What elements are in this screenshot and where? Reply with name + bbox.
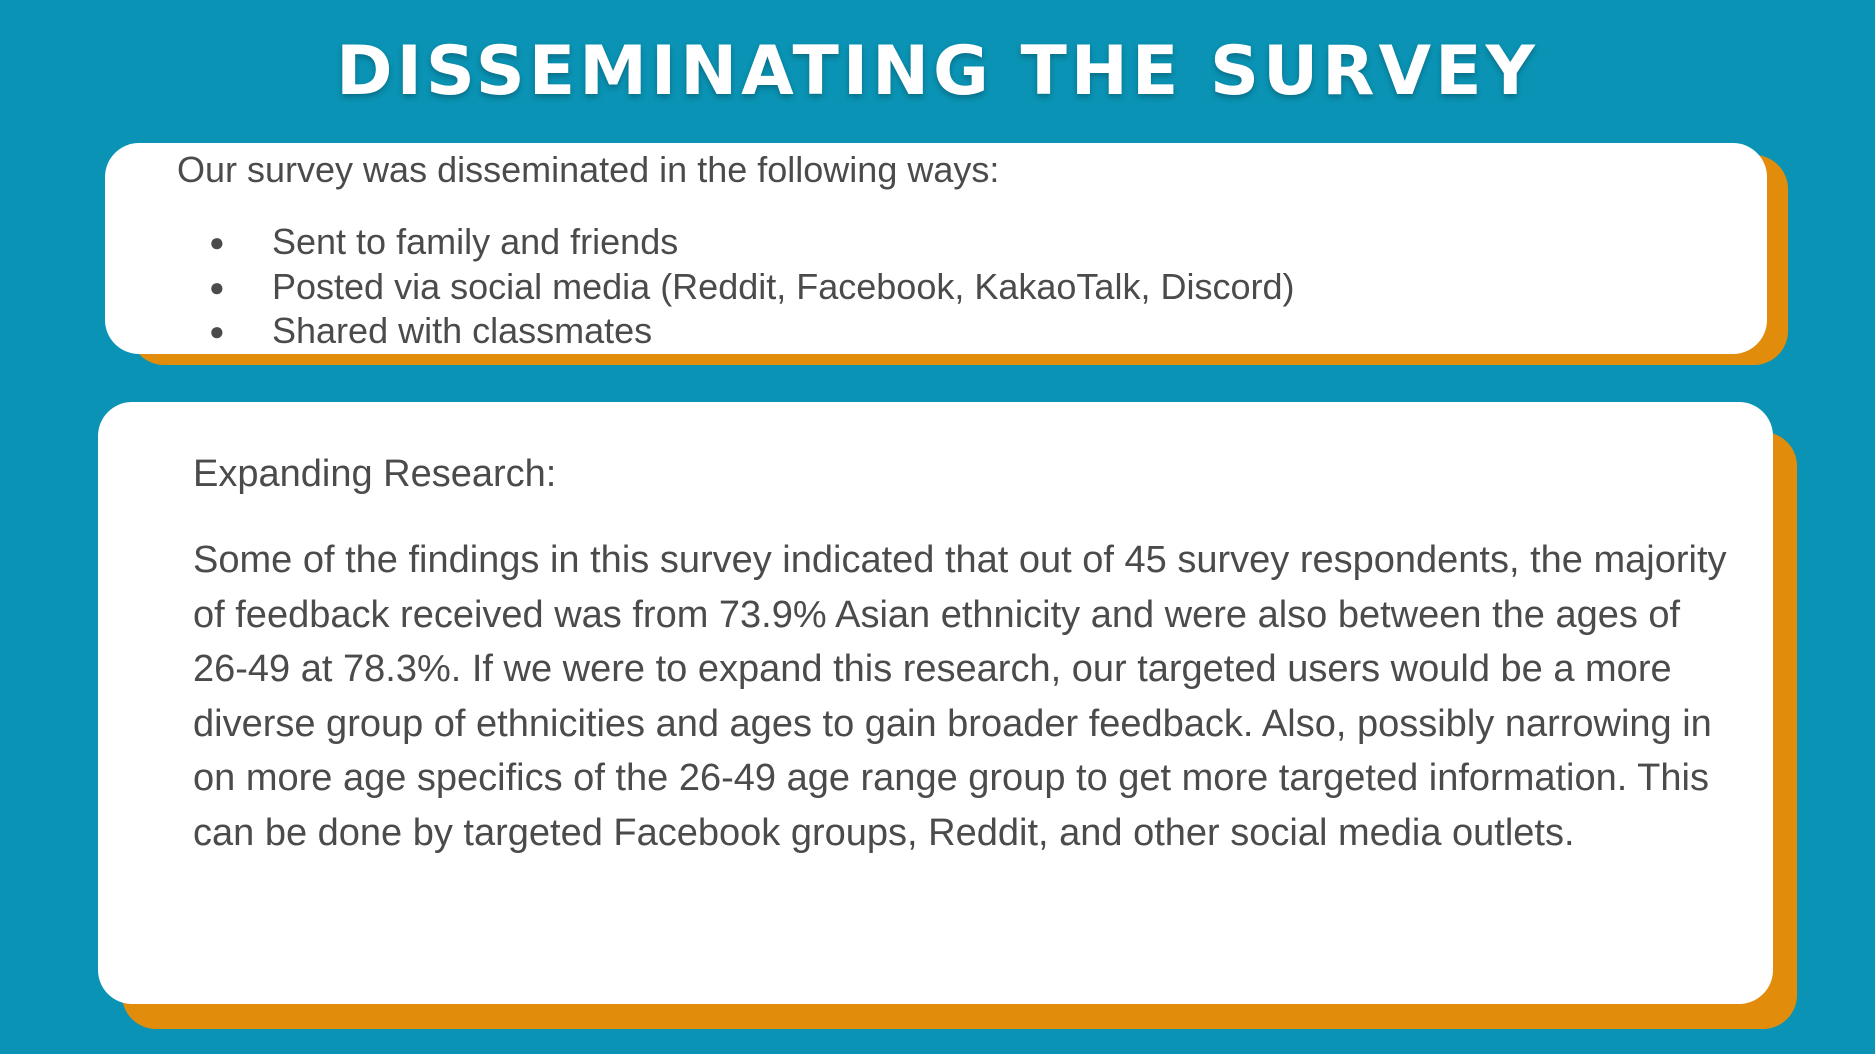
dissemination-intro: Our survey was disseminated in the follo…	[177, 149, 1000, 190]
expanding-research-heading: Expanding Research:	[193, 453, 557, 495]
list-item-text: Sent to family and friends	[272, 221, 679, 262]
list-item-text: Posted via social media (Reddit, Faceboo…	[272, 265, 1295, 307]
list-item: ● Shared with classmates	[177, 309, 1294, 354]
list-item: ● Sent to family and friends	[177, 220, 1294, 265]
slide-title: DISSEMINATING THE SURVEY	[336, 32, 1539, 111]
dissemination-card: Our survey was disseminated in the follo…	[105, 143, 1767, 354]
bullet-icon: ●	[209, 227, 225, 257]
dissemination-list: ● Sent to family and friends ● Posted vi…	[177, 220, 1294, 354]
list-item-text: Shared with classmates	[272, 310, 653, 351]
bullet-icon: ●	[209, 316, 225, 346]
expanding-research-card: Expanding Research: Some of the findings…	[98, 402, 1773, 1004]
list-item: ● Posted via social media (Reddit, Faceb…	[177, 265, 1294, 310]
expanding-research-body: Some of the findings in this survey indi…	[193, 539, 1727, 854]
bullet-icon: ●	[209, 271, 225, 302]
